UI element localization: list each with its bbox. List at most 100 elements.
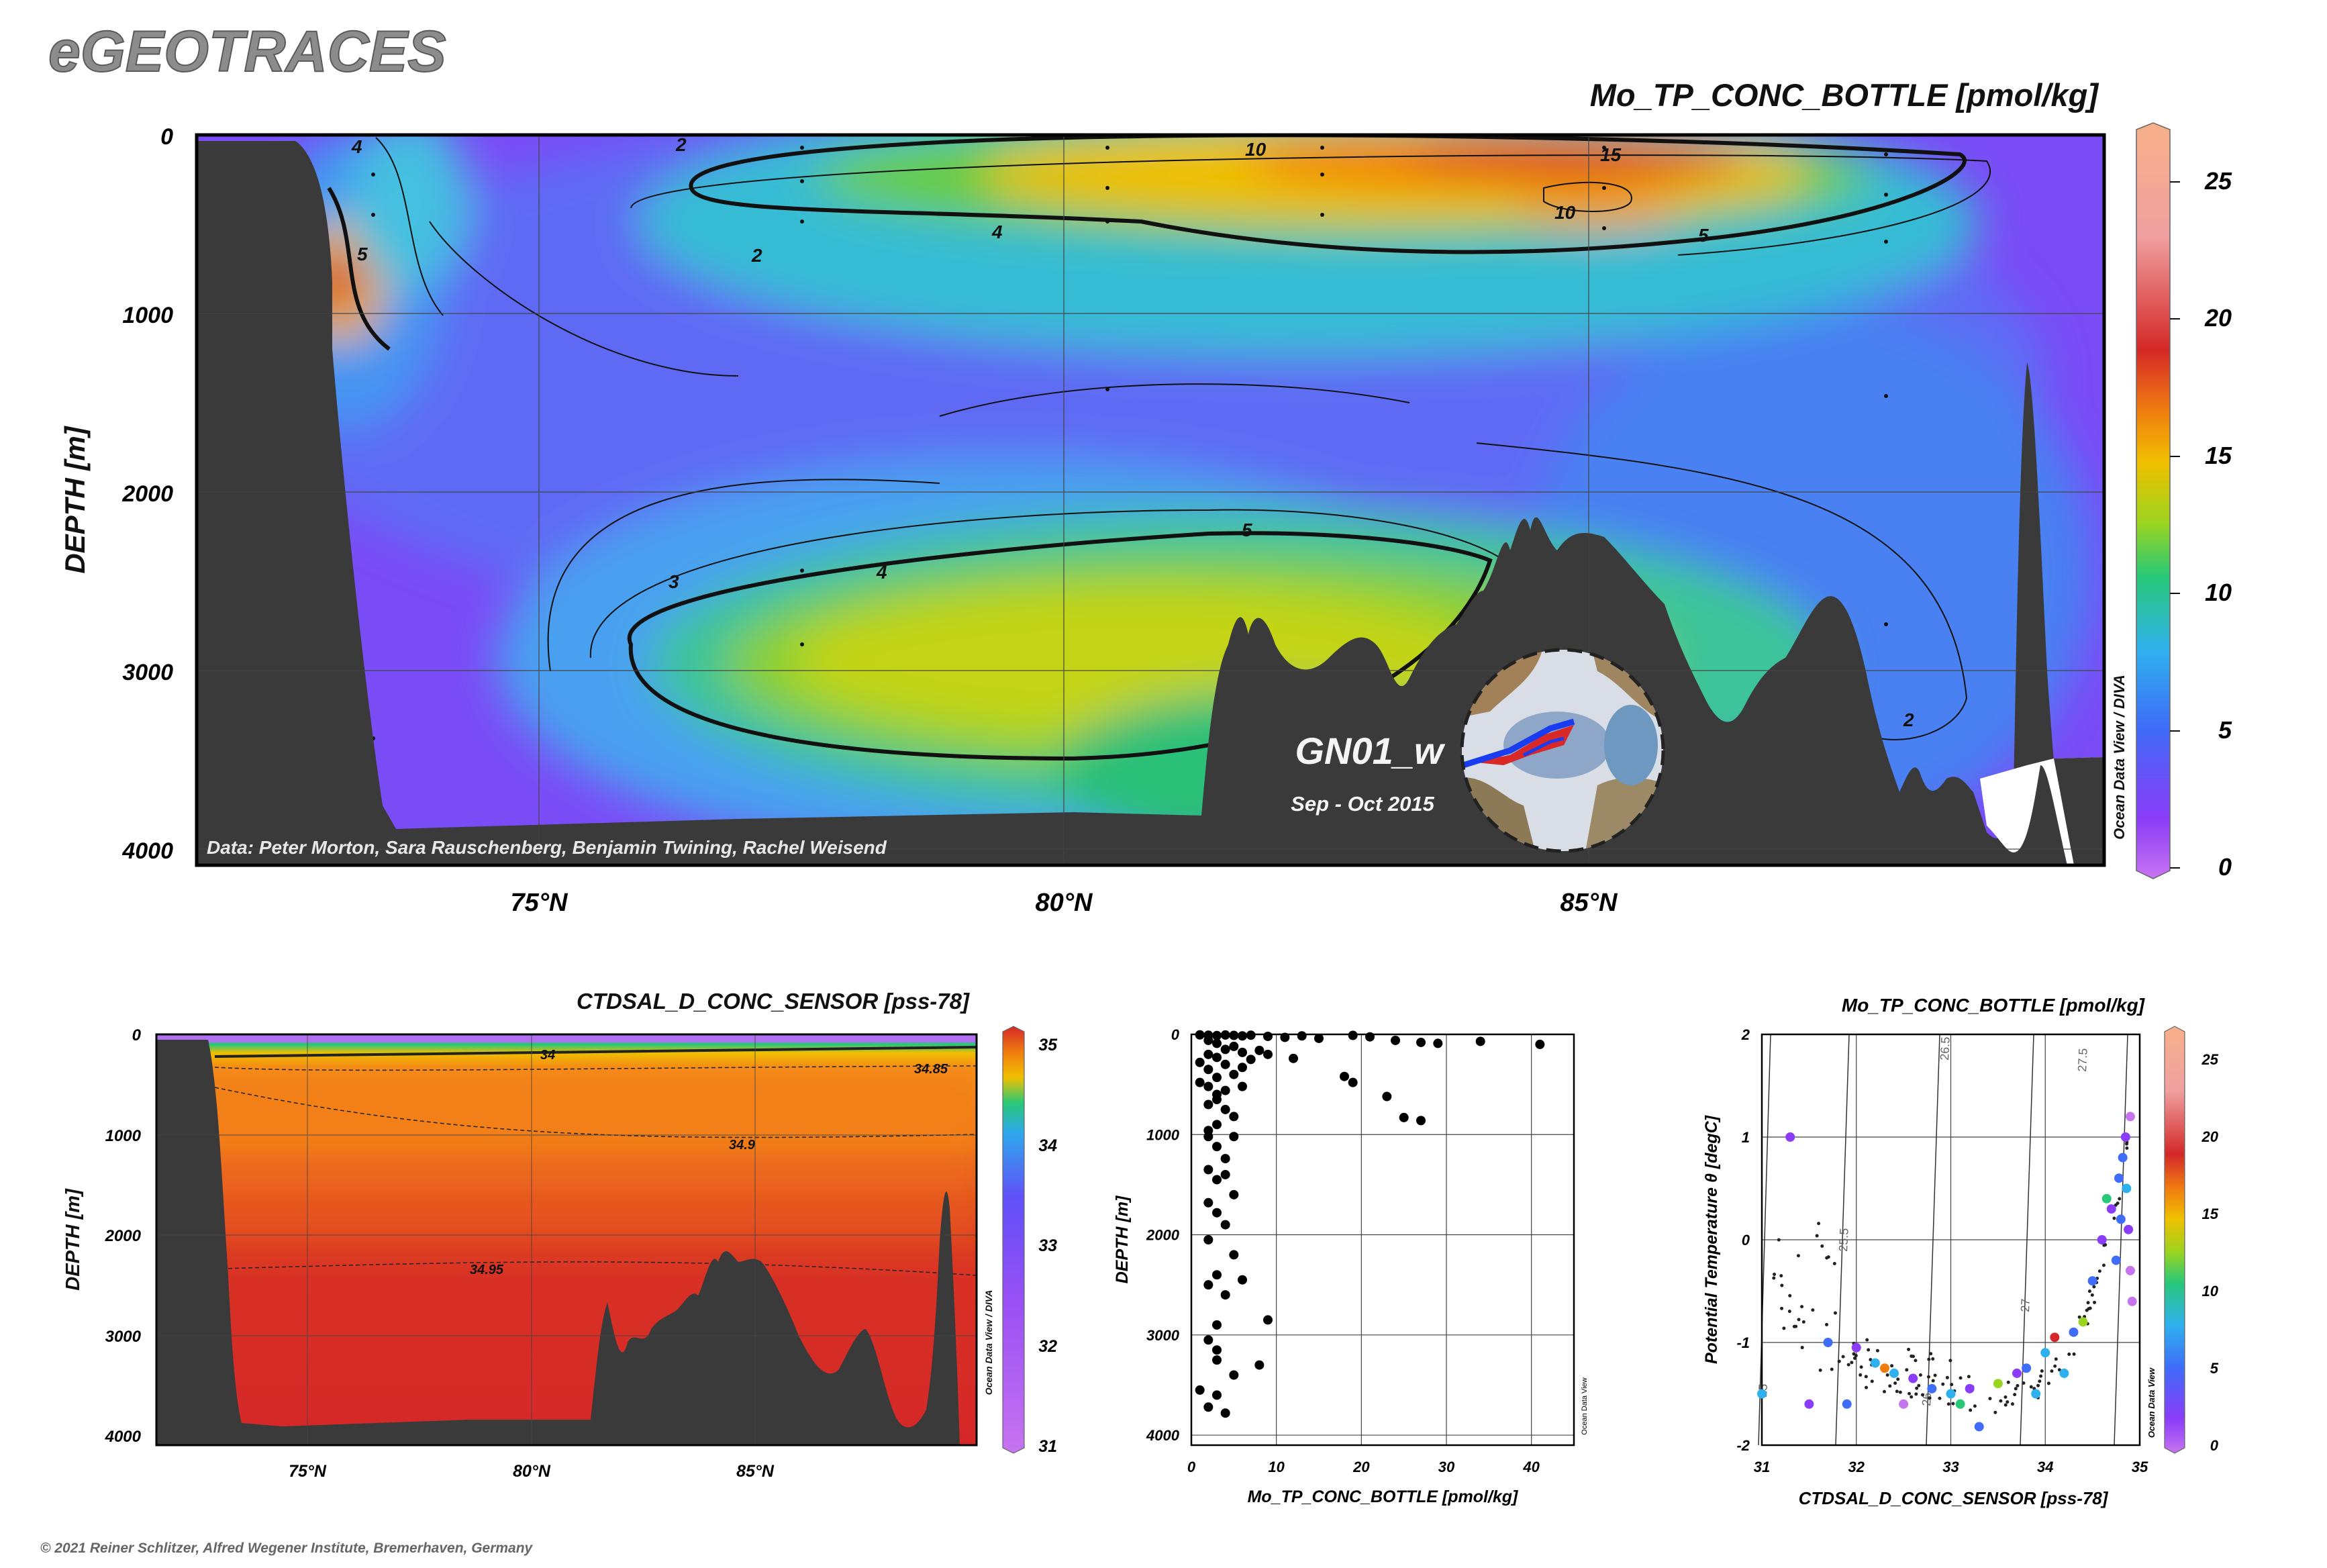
salinity-y-tick: 4000 bbox=[105, 1428, 142, 1446]
scatter-ts-x-label: CTDSAL_D_CONC_SENSOR [pss-78] bbox=[1799, 1488, 2109, 1508]
data-point bbox=[1263, 1049, 1273, 1059]
contour-label: 34.95 bbox=[470, 1263, 504, 1277]
background-point bbox=[1870, 1379, 1874, 1383]
contour-label: 10 bbox=[1554, 202, 1576, 223]
data-point bbox=[1804, 1399, 1814, 1409]
salinity-gridlines bbox=[156, 1034, 977, 1445]
background-point bbox=[1946, 1402, 1950, 1406]
background-point bbox=[2016, 1383, 2020, 1387]
data-point bbox=[1365, 1032, 1375, 1042]
background-point bbox=[1833, 1311, 1837, 1315]
data-point bbox=[1246, 1030, 1256, 1040]
background-point bbox=[1945, 1375, 1949, 1379]
scatter-ts-frame bbox=[1761, 1033, 2141, 1447]
background-point bbox=[2077, 1315, 2081, 1319]
background-point bbox=[1896, 1377, 1900, 1381]
background-point bbox=[2125, 1146, 2129, 1150]
scatter-ts-title: Mo_TP_CONC_BOTTLE [pmol/kg] bbox=[1842, 995, 2146, 1016]
data-point bbox=[2118, 1153, 2128, 1163]
data-point bbox=[1955, 1399, 1965, 1409]
background-point bbox=[2003, 1395, 2008, 1399]
colorbar-tick: 0 bbox=[2218, 853, 2232, 881]
data-point bbox=[1203, 1065, 1214, 1075]
colorbar-tick: 33 bbox=[1038, 1236, 1057, 1255]
background-point bbox=[1928, 1396, 1932, 1400]
data-point bbox=[1212, 1052, 1222, 1063]
data-point bbox=[1212, 1030, 1222, 1040]
background-point bbox=[2038, 1379, 2042, 1383]
background-point bbox=[1826, 1255, 1830, 1259]
data-point bbox=[2022, 1363, 2032, 1373]
background-point bbox=[1898, 1390, 1902, 1394]
data-point bbox=[1965, 1383, 1975, 1393]
background-point bbox=[2116, 1202, 2120, 1206]
salinity-bathymetry bbox=[156, 1040, 960, 1445]
data-point bbox=[2125, 1112, 2135, 1122]
contour-label: 2 bbox=[1903, 709, 1914, 730]
background-point bbox=[1782, 1326, 1786, 1330]
data-point bbox=[1195, 1057, 1205, 1067]
data-point bbox=[1229, 1132, 1239, 1142]
background-point bbox=[2086, 1301, 2090, 1305]
background-point bbox=[1801, 1320, 1805, 1324]
scatter-ts: Mo_TP_CONC_BOTTLE [pmol/kg] 25 25.5 26 2… bbox=[1702, 995, 2219, 1508]
background-point bbox=[1818, 1368, 1822, 1372]
colorbar-tick: 20 bbox=[2201, 1128, 2219, 1145]
x-tick: 0 bbox=[1187, 1459, 1196, 1475]
data-point bbox=[1212, 1390, 1222, 1400]
data-point bbox=[1842, 1399, 1852, 1409]
data-point bbox=[1212, 1095, 1222, 1105]
background-point bbox=[1832, 1261, 1836, 1265]
main-data-credit: Data: Peter Morton, Sara Rauschenberg, B… bbox=[207, 837, 887, 858]
background-point bbox=[1948, 1359, 1952, 1363]
scatter-ts-x-axis: 31 32 33 34 35 bbox=[1754, 1459, 2148, 1475]
background-point bbox=[1794, 1324, 1798, 1328]
data-point bbox=[1203, 1402, 1214, 1412]
colorbar-tick: 34 bbox=[1038, 1136, 1057, 1155]
colorbar-tick: 5 bbox=[2210, 1360, 2219, 1377]
background-point bbox=[1888, 1384, 1892, 1388]
y-tick: 1 bbox=[1742, 1129, 1750, 1146]
scatter-ts-isopycnals bbox=[1758, 1034, 2128, 1446]
background-point bbox=[2090, 1293, 2094, 1297]
background-point bbox=[1780, 1283, 1784, 1287]
main-bathymetry-edge bbox=[2054, 757, 2104, 865]
salinity-y-axis: 0 1000 2000 3000 4000 bbox=[105, 1026, 142, 1446]
data-point bbox=[1203, 1165, 1214, 1175]
background-point bbox=[2013, 1393, 2017, 1397]
data-point bbox=[1203, 1235, 1214, 1244]
background-point bbox=[1993, 1410, 1997, 1414]
contour-label: 34.9 bbox=[729, 1138, 756, 1153]
background-point bbox=[1918, 1373, 1922, 1377]
salinity-y-tick: 2000 bbox=[105, 1227, 142, 1245]
background-point bbox=[1890, 1364, 1894, 1368]
background-point bbox=[1797, 1318, 1801, 1322]
data-point bbox=[1870, 1358, 1880, 1368]
background-point bbox=[1772, 1276, 1776, 1280]
data-point bbox=[1263, 1315, 1273, 1325]
x-tick: 32 bbox=[1848, 1459, 1865, 1475]
background-point bbox=[2093, 1300, 2097, 1304]
background-point bbox=[2010, 1402, 2014, 1406]
main-x-axis: 75°N 80°N 85°N bbox=[511, 889, 1618, 917]
data-point bbox=[1212, 1270, 1222, 1280]
x-tick: 35 bbox=[2132, 1459, 2148, 1475]
background-point bbox=[1950, 1383, 1954, 1387]
isopycnal-label: 27 bbox=[2018, 1298, 2032, 1312]
colorbar-tick: 25 bbox=[2201, 1051, 2219, 1068]
background-point bbox=[1910, 1395, 1914, 1399]
data-point bbox=[2078, 1317, 2088, 1327]
x-tick: 31 bbox=[1754, 1459, 1770, 1475]
salinity-x-tick: 85°N bbox=[736, 1462, 775, 1481]
cruise-track-inset-map bbox=[1460, 648, 1665, 853]
background-point bbox=[2088, 1306, 2092, 1310]
background-point bbox=[1875, 1349, 1879, 1353]
background-point bbox=[1959, 1376, 1963, 1380]
data-point bbox=[2012, 1368, 2022, 1378]
y-tick: 0 bbox=[1742, 1232, 1750, 1248]
y-tick: 0 bbox=[1171, 1026, 1180, 1043]
scatter-ts-background-points bbox=[1772, 1140, 2129, 1414]
contour-label: 15 bbox=[1600, 144, 1622, 165]
data-point bbox=[1229, 1370, 1239, 1380]
